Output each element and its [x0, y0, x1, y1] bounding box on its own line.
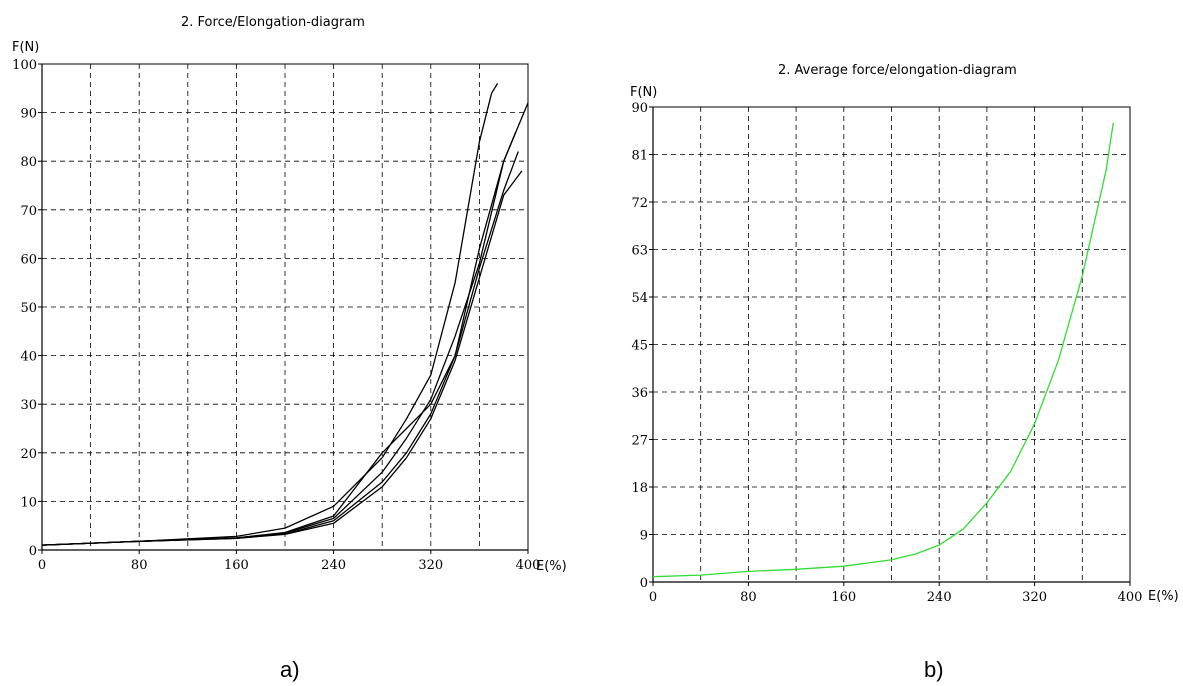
chart-a-grid	[41, 63, 529, 551]
chart-a-y-tick-label: 30	[20, 398, 37, 413]
chart-b-title: 2. Average force/elongation-diagram	[778, 63, 1017, 78]
chart-a-x-tick-label: 400	[516, 558, 541, 573]
chart-b-y-tick-label: 45	[631, 339, 648, 354]
chart-a-y-tick-label: 10	[20, 495, 37, 510]
chart-b-y-tick-label: 54	[631, 291, 648, 306]
chart-b-y-tick-label: 81	[631, 149, 648, 164]
chart-a-x-tick-label: 240	[321, 558, 346, 573]
chart-b-x-axis-label: E(%)	[1148, 589, 1179, 604]
panel-label-a: a)	[280, 657, 300, 682]
chart-b-y-axis-label: F(N)	[630, 85, 657, 100]
panel-label-b: b)	[924, 657, 944, 682]
average-force-elongation-chart: 2. Average force/elongation-diagram F(N)…	[630, 63, 1179, 605]
chart-b-y-tick-label: 0	[640, 576, 648, 591]
chart-a-series-line-5	[41, 170, 523, 546]
chart-b-x-tick-label: 320	[1022, 590, 1047, 605]
chart-a-series-line-2	[41, 131, 517, 546]
chart-b-series-line-1	[652, 122, 1114, 578]
chart-b-y-tick-label: 9	[640, 529, 648, 544]
chart-b-x-tick-label: 240	[927, 590, 952, 605]
chart-b-frame	[653, 106, 1131, 582]
chart-a-x-axis-label: E(%)	[536, 559, 567, 574]
chart-b-grid	[652, 106, 1131, 583]
chart-a-x-tick-label: 80	[131, 558, 148, 573]
chart-b-ticks: 0 9 18 27 36 45 54 63 72 81 90 0 80 160 240 320 400	[631, 101, 1142, 605]
chart-b-y-tick-label: 72	[631, 196, 648, 211]
chart-a-series-line-4	[41, 151, 519, 546]
chart-b-y-tick-label: 90	[631, 101, 648, 116]
chart-a-y-tick-label: 60	[20, 252, 37, 267]
chart-b-y-tick-label: 27	[631, 434, 648, 449]
chart-a-frame	[42, 63, 529, 550]
chart-a-title: 2. Force/Elongation-diagram	[181, 15, 365, 30]
chart-a-x-tick-label: 0	[38, 558, 46, 573]
chart-a-y-tick-label: 100	[12, 58, 37, 73]
chart-a-y-tick-label: 50	[20, 301, 37, 316]
chart-a-y-tick-label: 70	[20, 204, 37, 219]
chart-a-x-tick-label: 160	[224, 558, 249, 573]
chart-a-y-tick-label: 90	[20, 107, 37, 122]
chart-b-lines	[652, 122, 1114, 578]
force-elongation-chart: 2. Force/Elongation-diagram F(N) E(%) 0 1…	[12, 15, 567, 574]
chart-b-y-tick-label: 36	[631, 386, 648, 401]
chart-a-lines	[41, 83, 529, 546]
chart-a-y-tick-label: 0	[29, 544, 37, 559]
chart-b-x-tick-label: 400	[1118, 590, 1143, 605]
chart-a-ticks: 0 10 20 30 40 50 60 70 80 90 100 0 80 160 240 320 400	[12, 58, 540, 573]
chart-a-x-tick-label: 320	[418, 558, 443, 573]
chart-a-y-tick-label: 80	[20, 155, 37, 170]
chart-b-x-tick-label: 160	[831, 590, 856, 605]
chart-b-x-tick-label: 80	[740, 590, 757, 605]
chart-a-y-tick-label: 40	[20, 350, 37, 365]
chart-a-series-line-1	[41, 83, 499, 546]
chart-a-y-tick-label: 20	[20, 447, 37, 462]
chart-b-y-tick-label: 63	[631, 244, 648, 259]
chart-b-y-tick-label: 18	[631, 481, 648, 496]
chart-b-x-tick-label: 0	[649, 590, 657, 605]
chart-a-y-axis-label: F(N)	[12, 40, 39, 55]
